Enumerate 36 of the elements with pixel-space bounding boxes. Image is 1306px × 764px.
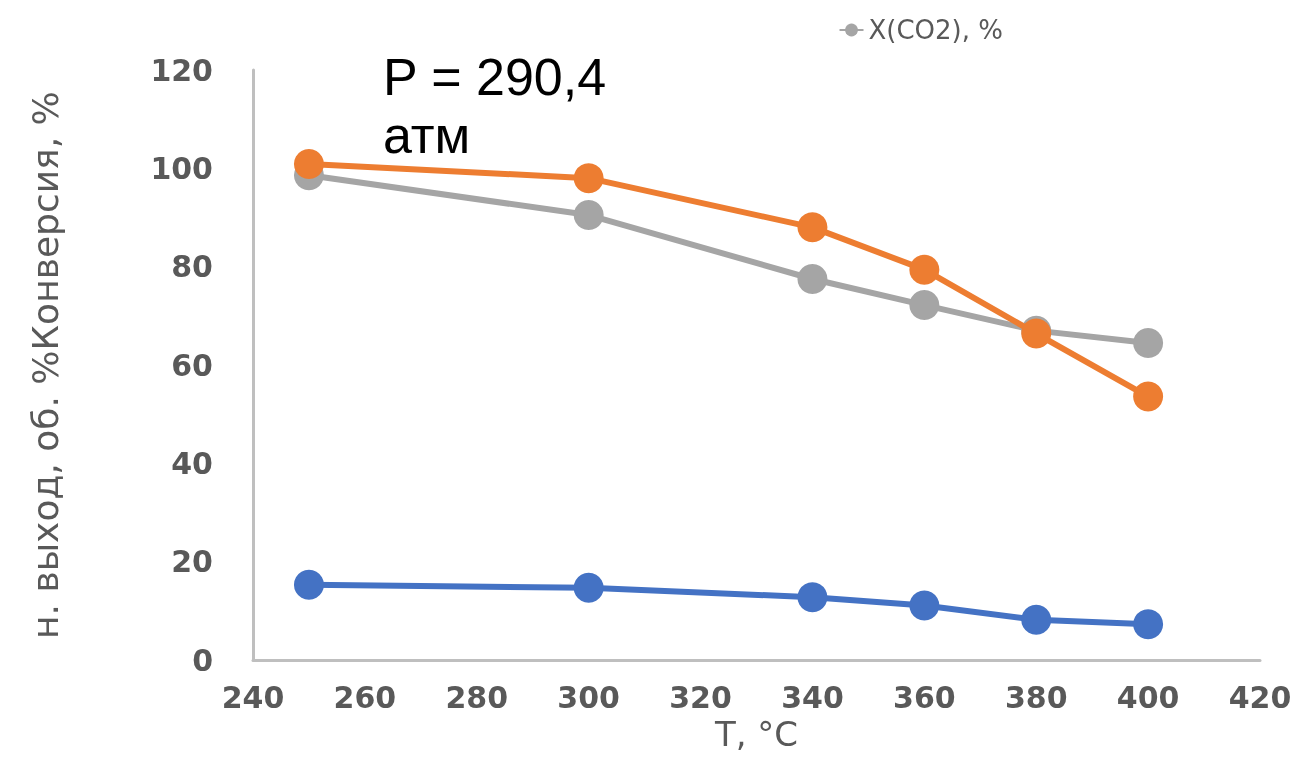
x-tick-label: 320 bbox=[669, 679, 732, 715]
y-tick-label: 0 bbox=[192, 642, 213, 678]
y-tick-label: 40 bbox=[171, 445, 213, 481]
annotation: P = 290,4 атм bbox=[383, 48, 607, 164]
point bbox=[797, 212, 828, 243]
x-tick-label: 400 bbox=[1116, 679, 1180, 715]
y-axis-title: н. выход, об. %Конверсия, % bbox=[24, 91, 66, 639]
point bbox=[797, 264, 828, 294]
point bbox=[293, 569, 324, 600]
point bbox=[909, 590, 940, 621]
point bbox=[573, 163, 604, 194]
y-tick-label: 120 bbox=[150, 52, 213, 88]
point bbox=[797, 582, 828, 613]
point bbox=[1133, 609, 1164, 640]
point bbox=[573, 572, 604, 603]
x-tick-label: 240 bbox=[221, 679, 285, 715]
x-tick-label: 260 bbox=[333, 679, 397, 715]
y-tick-label: 60 bbox=[171, 347, 213, 383]
x-tick-label: 380 bbox=[1004, 679, 1068, 715]
x-axis-title: T, °C bbox=[713, 714, 799, 754]
point bbox=[909, 290, 940, 321]
x-tick-label: 420 bbox=[1228, 679, 1292, 715]
x-tick-label: 360 bbox=[893, 679, 956, 715]
point bbox=[1133, 381, 1164, 412]
point bbox=[1021, 604, 1052, 635]
point bbox=[909, 254, 940, 285]
y-tick-label: 100 bbox=[150, 150, 213, 186]
x-tick-label: 300 bbox=[557, 679, 620, 715]
point bbox=[293, 148, 324, 179]
x-tick-label: 280 bbox=[445, 679, 509, 715]
y-tick-label: 20 bbox=[171, 544, 213, 580]
point bbox=[573, 200, 604, 231]
x-tick-label: 340 bbox=[781, 679, 844, 715]
legend-label: X(CO2), % bbox=[868, 15, 1004, 45]
y-tick-label: 80 bbox=[171, 249, 213, 285]
point bbox=[1133, 327, 1164, 358]
